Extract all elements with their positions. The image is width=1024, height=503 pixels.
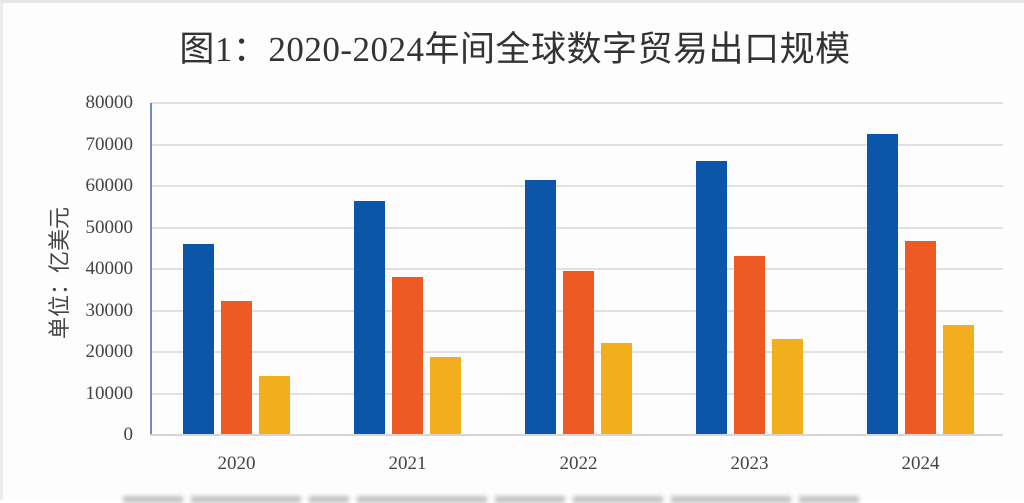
gridline — [150, 226, 1003, 229]
y-tick-label: 30000 — [85, 299, 134, 321]
x-tick-label: 2022 — [559, 453, 598, 474]
y-tick-label: 20000 — [85, 341, 134, 362]
bar-2020-series-1 — [183, 243, 214, 434]
bar-2023-series-2 — [734, 256, 765, 434]
y-tick-label: 80000 — [85, 92, 134, 113]
bar-2023-series-3 — [772, 338, 803, 434]
x-tick-label: 2021 — [388, 453, 427, 474]
gridline — [150, 185, 1003, 187]
bar-2022-series-3 — [601, 342, 632, 434]
gridline — [150, 143, 1003, 146]
y-tick-label: 0 — [123, 424, 134, 445]
bar-2022-series-1 — [525, 179, 556, 434]
y-tick-label: 10000 — [85, 382, 134, 404]
y-tick-label: 70000 — [85, 133, 134, 155]
bar-2022-series-2 — [563, 270, 594, 434]
gridline — [150, 268, 1003, 270]
y-tick-label: 60000 — [85, 175, 134, 196]
y-axis-line — [150, 103, 152, 436]
chart-title: 图1：2020-2024年间全球数字贸易出口规模 — [179, 30, 851, 69]
x-tick-label: 2023 — [730, 453, 769, 474]
bar-2021-series-2 — [392, 277, 423, 434]
y-tick-label: 40000 — [85, 258, 134, 279]
bar-2020-series-2 — [221, 300, 252, 434]
x-tick-label: 2024 — [901, 453, 940, 474]
bar-2024-series-2 — [905, 241, 936, 434]
gridline — [150, 102, 1003, 104]
bar-2021-series-3 — [430, 357, 461, 434]
bar-2024-series-3 — [943, 325, 974, 434]
y-tick-label: 50000 — [85, 216, 134, 238]
bar-2021-series-1 — [354, 201, 385, 434]
bar-2023-series-1 — [696, 160, 727, 434]
bar-2020-series-3 — [259, 375, 290, 434]
legend-cut-off — [123, 493, 903, 503]
x-tick-label: 2020 — [217, 453, 256, 474]
x-axis-line — [150, 434, 1003, 436]
plot-area — [150, 102, 1003, 436]
bar-2024-series-1 — [867, 133, 898, 434]
